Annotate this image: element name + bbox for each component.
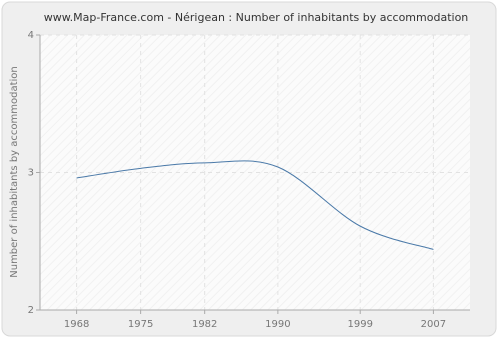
x-tick-label: 2007	[421, 319, 446, 330]
x-tick-label: 1990	[265, 319, 290, 330]
x-tick-label: 1982	[192, 319, 217, 330]
line	[76, 160, 434, 250]
x-tick-label: 1975	[128, 319, 153, 330]
y-tick-label: 2	[28, 305, 34, 316]
x-tick-label: 1999	[347, 319, 372, 330]
y-tick-label: 3	[28, 168, 34, 179]
chart-title: www.Map-France.com - Nérigean : Number o…	[44, 11, 469, 24]
x-tick-label: 1968	[64, 319, 89, 330]
y-axis-label: Number of inhabitants by accommodation	[9, 66, 20, 278]
y-tick-label: 4	[28, 30, 34, 41]
